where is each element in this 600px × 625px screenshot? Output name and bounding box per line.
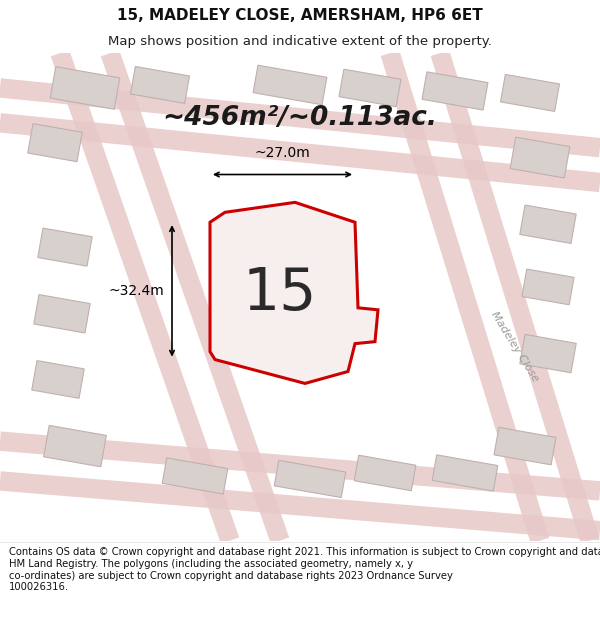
Polygon shape — [38, 228, 92, 266]
Polygon shape — [32, 361, 84, 398]
Text: Madeley Close: Madeley Close — [490, 309, 541, 384]
Text: ~32.4m: ~32.4m — [108, 284, 164, 298]
Polygon shape — [522, 269, 574, 305]
Polygon shape — [520, 334, 576, 372]
Text: 15, MADELEY CLOSE, AMERSHAM, HP6 6ET: 15, MADELEY CLOSE, AMERSHAM, HP6 6ET — [117, 8, 483, 23]
Polygon shape — [50, 67, 120, 109]
Polygon shape — [500, 74, 560, 111]
Polygon shape — [520, 205, 576, 243]
Text: ~27.0m: ~27.0m — [254, 146, 310, 159]
Polygon shape — [28, 124, 82, 162]
Polygon shape — [432, 455, 498, 491]
Polygon shape — [253, 65, 327, 105]
Polygon shape — [210, 202, 378, 383]
Polygon shape — [44, 426, 106, 467]
Polygon shape — [510, 137, 570, 178]
Polygon shape — [354, 455, 416, 491]
Text: Contains OS data © Crown copyright and database right 2021. This information is : Contains OS data © Crown copyright and d… — [9, 548, 600, 592]
Polygon shape — [162, 458, 228, 494]
Polygon shape — [274, 461, 346, 498]
Polygon shape — [494, 428, 556, 465]
Text: 15: 15 — [243, 266, 317, 322]
Polygon shape — [339, 69, 401, 107]
Text: ~456m²/~0.113ac.: ~456m²/~0.113ac. — [163, 105, 437, 131]
Polygon shape — [34, 294, 90, 333]
Polygon shape — [130, 66, 190, 103]
Text: Map shows position and indicative extent of the property.: Map shows position and indicative extent… — [108, 35, 492, 48]
Polygon shape — [422, 72, 488, 110]
